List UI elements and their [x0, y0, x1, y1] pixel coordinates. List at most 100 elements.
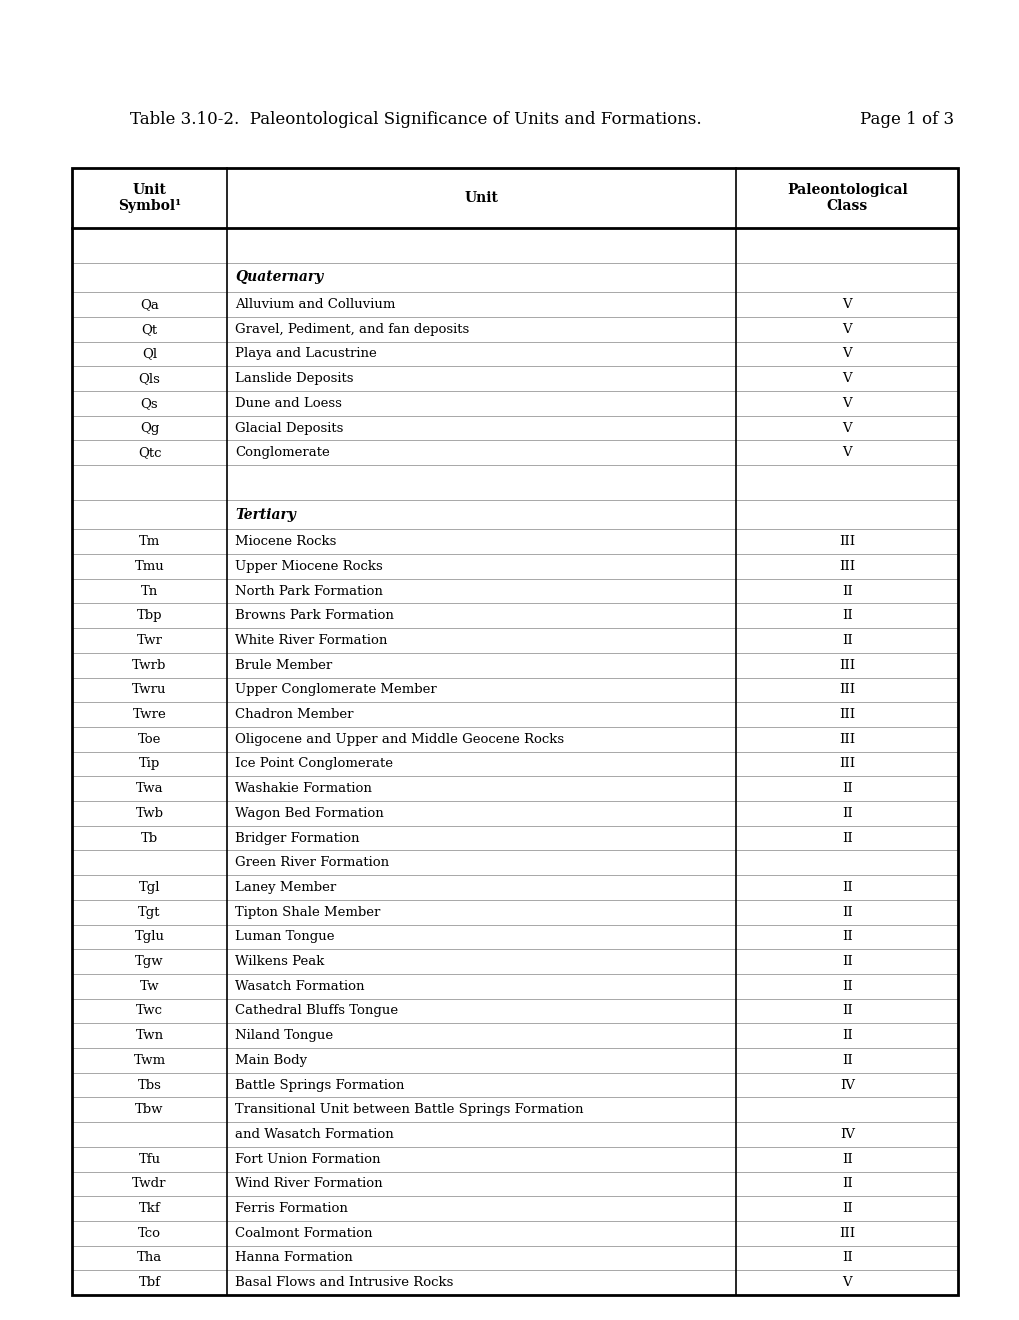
- Text: III: III: [839, 659, 855, 672]
- Text: Tipton Shale Member: Tipton Shale Member: [234, 906, 380, 919]
- Text: Twc: Twc: [136, 1005, 163, 1018]
- Text: II: II: [841, 832, 852, 845]
- Text: Laney Member: Laney Member: [234, 880, 336, 894]
- Text: III: III: [839, 1226, 855, 1239]
- Text: IV: IV: [839, 1078, 854, 1092]
- Text: North Park Formation: North Park Formation: [234, 585, 382, 598]
- Text: Tha: Tha: [137, 1251, 162, 1265]
- Text: Chadron Member: Chadron Member: [234, 708, 354, 721]
- Text: Wind River Formation: Wind River Formation: [234, 1177, 382, 1191]
- Text: V: V: [842, 298, 851, 312]
- Text: II: II: [841, 783, 852, 795]
- Text: Qtc: Qtc: [138, 446, 161, 459]
- Text: Twb: Twb: [136, 807, 163, 820]
- Text: II: II: [841, 1203, 852, 1214]
- Text: Cathedral Bluffs Tongue: Cathedral Bluffs Tongue: [234, 1005, 397, 1018]
- Text: Main Body: Main Body: [234, 1053, 307, 1067]
- Text: Table 3.10-2.  Paleontological Significance of Units and Formations.: Table 3.10-2. Paleontological Significan…: [129, 111, 701, 128]
- Text: Washakie Formation: Washakie Formation: [234, 783, 372, 795]
- Text: Toe: Toe: [138, 733, 161, 746]
- Text: III: III: [839, 684, 855, 697]
- Text: Wagon Bed Formation: Wagon Bed Formation: [234, 807, 383, 820]
- Text: Qls: Qls: [139, 372, 160, 385]
- Text: V: V: [842, 446, 851, 459]
- Text: Tco: Tco: [138, 1226, 161, 1239]
- Text: II: II: [841, 906, 852, 919]
- Text: and Wasatch Formation: and Wasatch Formation: [234, 1129, 393, 1140]
- Text: Twdr: Twdr: [132, 1177, 167, 1191]
- Text: Playa and Lacustrine: Playa and Lacustrine: [234, 347, 376, 360]
- Text: Niland Tongue: Niland Tongue: [234, 1030, 333, 1043]
- Text: Twrb: Twrb: [132, 659, 166, 672]
- Text: Wilkens Peak: Wilkens Peak: [234, 956, 324, 968]
- Text: Quaternary: Quaternary: [234, 271, 323, 284]
- Text: Tw: Tw: [140, 979, 159, 993]
- Text: II: II: [841, 634, 852, 647]
- Text: Tfu: Tfu: [139, 1152, 160, 1166]
- Text: Twn: Twn: [136, 1030, 163, 1043]
- Text: Twre: Twre: [132, 708, 166, 721]
- Text: Tgt: Tgt: [139, 906, 161, 919]
- Text: Lanslide Deposits: Lanslide Deposits: [234, 372, 354, 385]
- Text: V: V: [842, 421, 851, 434]
- Text: White River Formation: White River Formation: [234, 634, 387, 647]
- Text: II: II: [841, 1030, 852, 1043]
- Text: II: II: [841, 880, 852, 894]
- Text: Tbw: Tbw: [136, 1104, 164, 1117]
- Text: V: V: [842, 323, 851, 335]
- Text: Ferris Formation: Ferris Formation: [234, 1203, 347, 1214]
- Text: II: II: [841, 610, 852, 622]
- Text: Luman Tongue: Luman Tongue: [234, 931, 334, 944]
- Text: Tbs: Tbs: [138, 1078, 161, 1092]
- Text: Tertiary: Tertiary: [234, 507, 296, 521]
- Text: Oligocene and Upper and Middle Geocene Rocks: Oligocene and Upper and Middle Geocene R…: [234, 733, 564, 746]
- Text: Ice Point Conglomerate: Ice Point Conglomerate: [234, 758, 392, 771]
- Text: II: II: [841, 1053, 852, 1067]
- Text: Fort Union Formation: Fort Union Formation: [234, 1152, 380, 1166]
- Text: Twa: Twa: [136, 783, 163, 795]
- Text: Tkf: Tkf: [139, 1203, 160, 1214]
- Text: Wasatch Formation: Wasatch Formation: [234, 979, 364, 993]
- Text: Conglomerate: Conglomerate: [234, 446, 329, 459]
- Text: II: II: [841, 585, 852, 598]
- Text: Tgw: Tgw: [136, 956, 164, 968]
- Text: Tm: Tm: [139, 535, 160, 548]
- Text: Qs: Qs: [141, 397, 158, 411]
- Text: Green River Formation: Green River Formation: [234, 857, 389, 870]
- Text: Brule Member: Brule Member: [234, 659, 332, 672]
- Bar: [72, 168, 957, 1295]
- Text: Qt: Qt: [142, 323, 157, 335]
- Text: Miocene Rocks: Miocene Rocks: [234, 535, 336, 548]
- Text: II: II: [841, 979, 852, 993]
- Text: Qa: Qa: [140, 298, 159, 312]
- Text: Gravel, Pediment, and fan deposits: Gravel, Pediment, and fan deposits: [234, 323, 469, 335]
- Text: Alluvium and Colluvium: Alluvium and Colluvium: [234, 298, 395, 312]
- Text: IV: IV: [839, 1129, 854, 1140]
- Text: Upper Miocene Rocks: Upper Miocene Rocks: [234, 560, 382, 573]
- Text: Unit: Unit: [465, 191, 498, 205]
- Text: V: V: [842, 397, 851, 411]
- Text: Dune and Loess: Dune and Loess: [234, 397, 341, 411]
- Text: Browns Park Formation: Browns Park Formation: [234, 610, 393, 622]
- Text: Paleontological
Class: Paleontological Class: [786, 183, 907, 213]
- Text: Glacial Deposits: Glacial Deposits: [234, 421, 343, 434]
- Text: Unit
Symbol¹: Unit Symbol¹: [118, 183, 181, 213]
- Text: Bridger Formation: Bridger Formation: [234, 832, 360, 845]
- Text: Basal Flows and Intrusive Rocks: Basal Flows and Intrusive Rocks: [234, 1276, 453, 1290]
- Text: III: III: [839, 708, 855, 721]
- Text: Tip: Tip: [139, 758, 160, 771]
- Text: V: V: [842, 347, 851, 360]
- Text: Tmu: Tmu: [135, 560, 164, 573]
- Text: Tbp: Tbp: [137, 610, 162, 622]
- Text: II: II: [841, 931, 852, 944]
- Text: Tglu: Tglu: [135, 931, 164, 944]
- Text: III: III: [839, 560, 855, 573]
- Text: Tgl: Tgl: [139, 880, 160, 894]
- Text: II: II: [841, 1005, 852, 1018]
- Text: Transitional Unit between Battle Springs Formation: Transitional Unit between Battle Springs…: [234, 1104, 583, 1117]
- Text: Twru: Twru: [132, 684, 167, 697]
- Text: II: II: [841, 1177, 852, 1191]
- Text: Hanna Formation: Hanna Formation: [234, 1251, 353, 1265]
- Text: Coalmont Formation: Coalmont Formation: [234, 1226, 372, 1239]
- Text: II: II: [841, 1251, 852, 1265]
